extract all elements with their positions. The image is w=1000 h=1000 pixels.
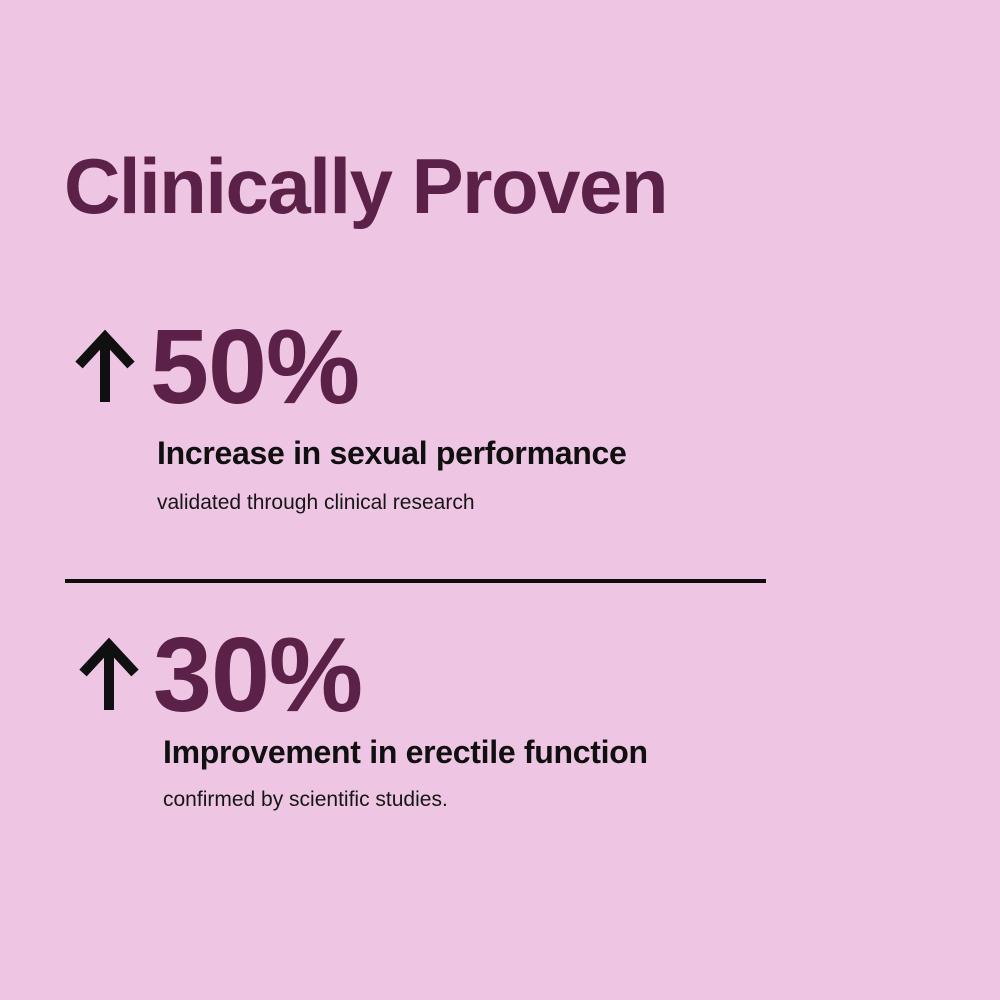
stat-value: 50% — [150, 308, 360, 426]
page-title: Clinically Proven — [64, 142, 669, 230]
stat-label: Improvement in erectile function — [163, 734, 648, 770]
arrow-up-icon — [72, 328, 138, 404]
divider-line — [65, 579, 766, 583]
arrow-up-icon — [76, 636, 142, 712]
stat-description: validated through clinical research — [157, 491, 475, 514]
stat-value: 30% — [153, 616, 363, 734]
stat-description: confirmed by scientific studies. — [163, 788, 448, 811]
stat-label: Increase in sexual performance — [157, 435, 627, 471]
